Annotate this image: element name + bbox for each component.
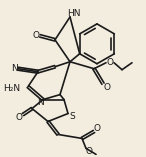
Text: O: O <box>93 124 100 133</box>
Text: O: O <box>86 147 93 156</box>
Text: O: O <box>15 113 22 122</box>
Text: O: O <box>33 31 40 40</box>
Text: H₂N: H₂N <box>4 84 21 93</box>
Text: HN: HN <box>67 9 81 18</box>
Text: N: N <box>37 98 43 107</box>
Text: N: N <box>11 64 17 73</box>
Text: S: S <box>69 112 75 121</box>
Text: O: O <box>106 58 113 67</box>
Text: O: O <box>104 83 111 92</box>
